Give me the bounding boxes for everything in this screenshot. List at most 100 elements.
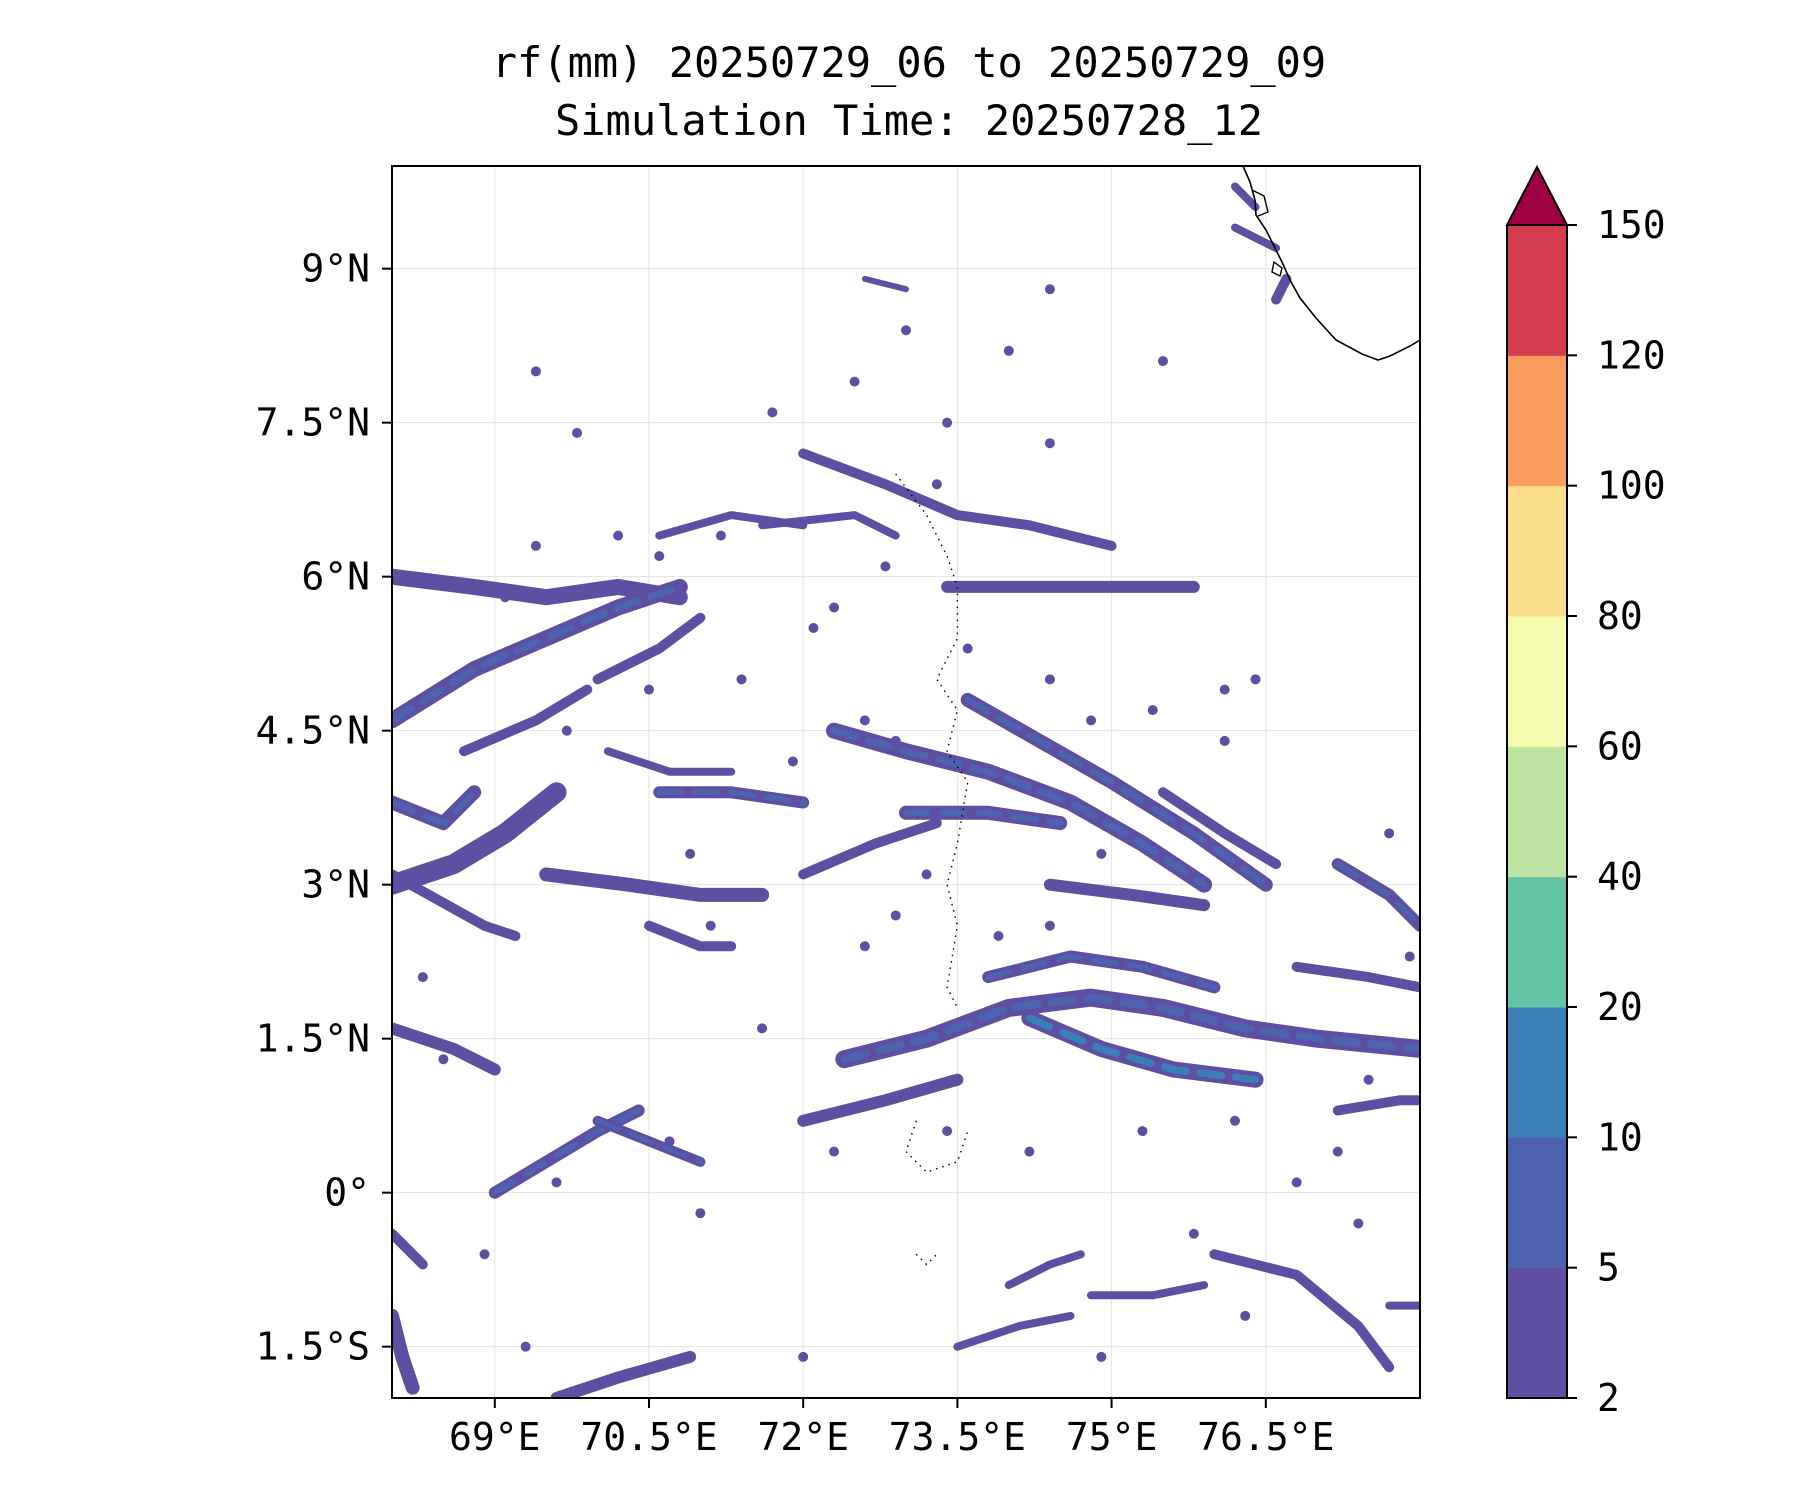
rain-band — [1332, 1095, 1420, 1116]
y-axis: 9°N 7.5°N 6°N 4.5°N 3°N 1.5°N 0° 1.5°S — [256, 247, 392, 1369]
rain-spot — [1147, 705, 1158, 716]
rain-spot — [500, 592, 511, 603]
rain-spot — [880, 561, 891, 572]
rain-spot — [1353, 1218, 1364, 1229]
colorbar-label: 150 — [1597, 203, 1666, 247]
rain-band — [392, 568, 688, 606]
rain-spot — [664, 1136, 675, 1147]
rain-spot — [520, 1341, 531, 1352]
rain-spot — [931, 479, 942, 490]
colorbar-label: 2 — [1597, 1376, 1620, 1420]
rain-band — [1004, 1250, 1085, 1290]
rain-band — [798, 448, 1117, 551]
rain-spot — [613, 530, 624, 541]
chart-title: rf(mm) 20250729_06 to 20250729_09 — [491, 38, 1327, 87]
rain-band-core — [392, 789, 478, 827]
rain-spot — [1240, 1310, 1251, 1321]
rain-spot — [829, 602, 840, 613]
colorbar-segment — [1507, 225, 1567, 356]
rain-spot — [1096, 848, 1107, 859]
rain-spot — [1219, 684, 1230, 695]
rain-spot — [1219, 735, 1230, 746]
x-tick-label: 70.5°E — [580, 1415, 717, 1459]
rain-spot — [1404, 951, 1415, 962]
x-tick-label: 72°E — [757, 1415, 849, 1459]
rain-band — [644, 920, 737, 952]
rain-spot — [1158, 356, 1168, 367]
rain-spot — [1384, 828, 1395, 839]
rain-spot — [1003, 345, 1014, 356]
rain-spot — [829, 1146, 840, 1157]
colorbar-segment — [1507, 1267, 1567, 1399]
rain-spot — [1044, 920, 1055, 931]
rain-band — [1087, 1281, 1209, 1300]
rain-band-core — [964, 696, 1269, 888]
chart-subtitle: Simulation Time: 20250728_12 — [554, 96, 1263, 145]
rain-band — [459, 684, 593, 757]
rain-spot — [993, 931, 1004, 941]
rain-spot — [438, 1054, 449, 1065]
colorbar-extend-arrow — [1505, 164, 1569, 226]
rain-spot — [962, 643, 973, 654]
y-tick-label: 1.5°S — [256, 1325, 370, 1369]
rain-spot — [644, 684, 654, 695]
rain-band-core — [656, 789, 806, 806]
rain-band-core — [1335, 861, 1420, 929]
coastline — [1242, 166, 1420, 361]
rain-spot — [942, 1126, 953, 1137]
rain-spot — [901, 325, 911, 336]
maldives-islands — [895, 473, 969, 1266]
rain-band-core — [392, 583, 684, 724]
rain-band — [797, 1073, 964, 1127]
colorbar-segment — [1507, 616, 1567, 747]
rain-band — [758, 511, 900, 540]
map-frame — [391, 165, 1421, 1399]
colorbar-segment — [1507, 1007, 1567, 1138]
rain-spot — [736, 674, 747, 685]
x-tick-label: 76.5°E — [1197, 1415, 1334, 1459]
y-tick-label: 0° — [324, 1171, 370, 1215]
y-tick-label: 4.5°N — [256, 709, 370, 753]
rain-spot — [859, 941, 870, 952]
rain-band — [392, 1022, 501, 1076]
colorbar-label: 5 — [1597, 1246, 1620, 1290]
rain-spot — [1137, 1126, 1148, 1137]
rain-band — [392, 1228, 428, 1270]
colorbar-label: 20 — [1597, 985, 1643, 1029]
colorbar-frame — [1506, 225, 1568, 1399]
rain-spot — [1291, 1177, 1302, 1188]
colorbar-segment — [1507, 355, 1567, 487]
rain-spot — [1044, 438, 1055, 449]
rain-spot — [572, 427, 583, 438]
rain-spot — [1250, 674, 1261, 685]
rain-band — [1291, 961, 1420, 993]
colorbar-segment — [1507, 1137, 1567, 1269]
y-tick-label: 9°N — [301, 247, 370, 291]
rain-band — [603, 747, 736, 776]
rain-spot — [715, 530, 726, 541]
rain-band-core — [985, 953, 1218, 990]
rain-spot — [808, 623, 819, 633]
rain-spot — [849, 376, 860, 387]
colorbar-label: 60 — [1597, 724, 1643, 768]
rain-spot — [1024, 1146, 1035, 1157]
rain-spot — [798, 1351, 809, 1362]
rain-band — [592, 612, 706, 685]
colorbar-segment — [1507, 485, 1567, 617]
rain-spot — [561, 725, 572, 736]
rain-band-core — [1025, 1014, 1260, 1084]
rain-spot — [757, 1023, 768, 1034]
rain-spot — [695, 1208, 706, 1219]
rain-spot — [890, 735, 901, 746]
colorbar-label: 40 — [1597, 855, 1643, 899]
rain-band — [539, 867, 770, 902]
y-tick-label: 7.5°N — [256, 401, 370, 445]
colorbar-segment — [1507, 746, 1567, 878]
rain-spot — [654, 551, 665, 562]
colorbar: 2 5 10 20 40 60 80 100 120 150 — [1505, 164, 1666, 1420]
rain-band — [550, 1350, 697, 1398]
rain-spot — [530, 540, 541, 551]
rain-band — [392, 869, 521, 941]
rain-band-core — [840, 993, 1420, 1064]
rain-spot — [921, 869, 932, 880]
